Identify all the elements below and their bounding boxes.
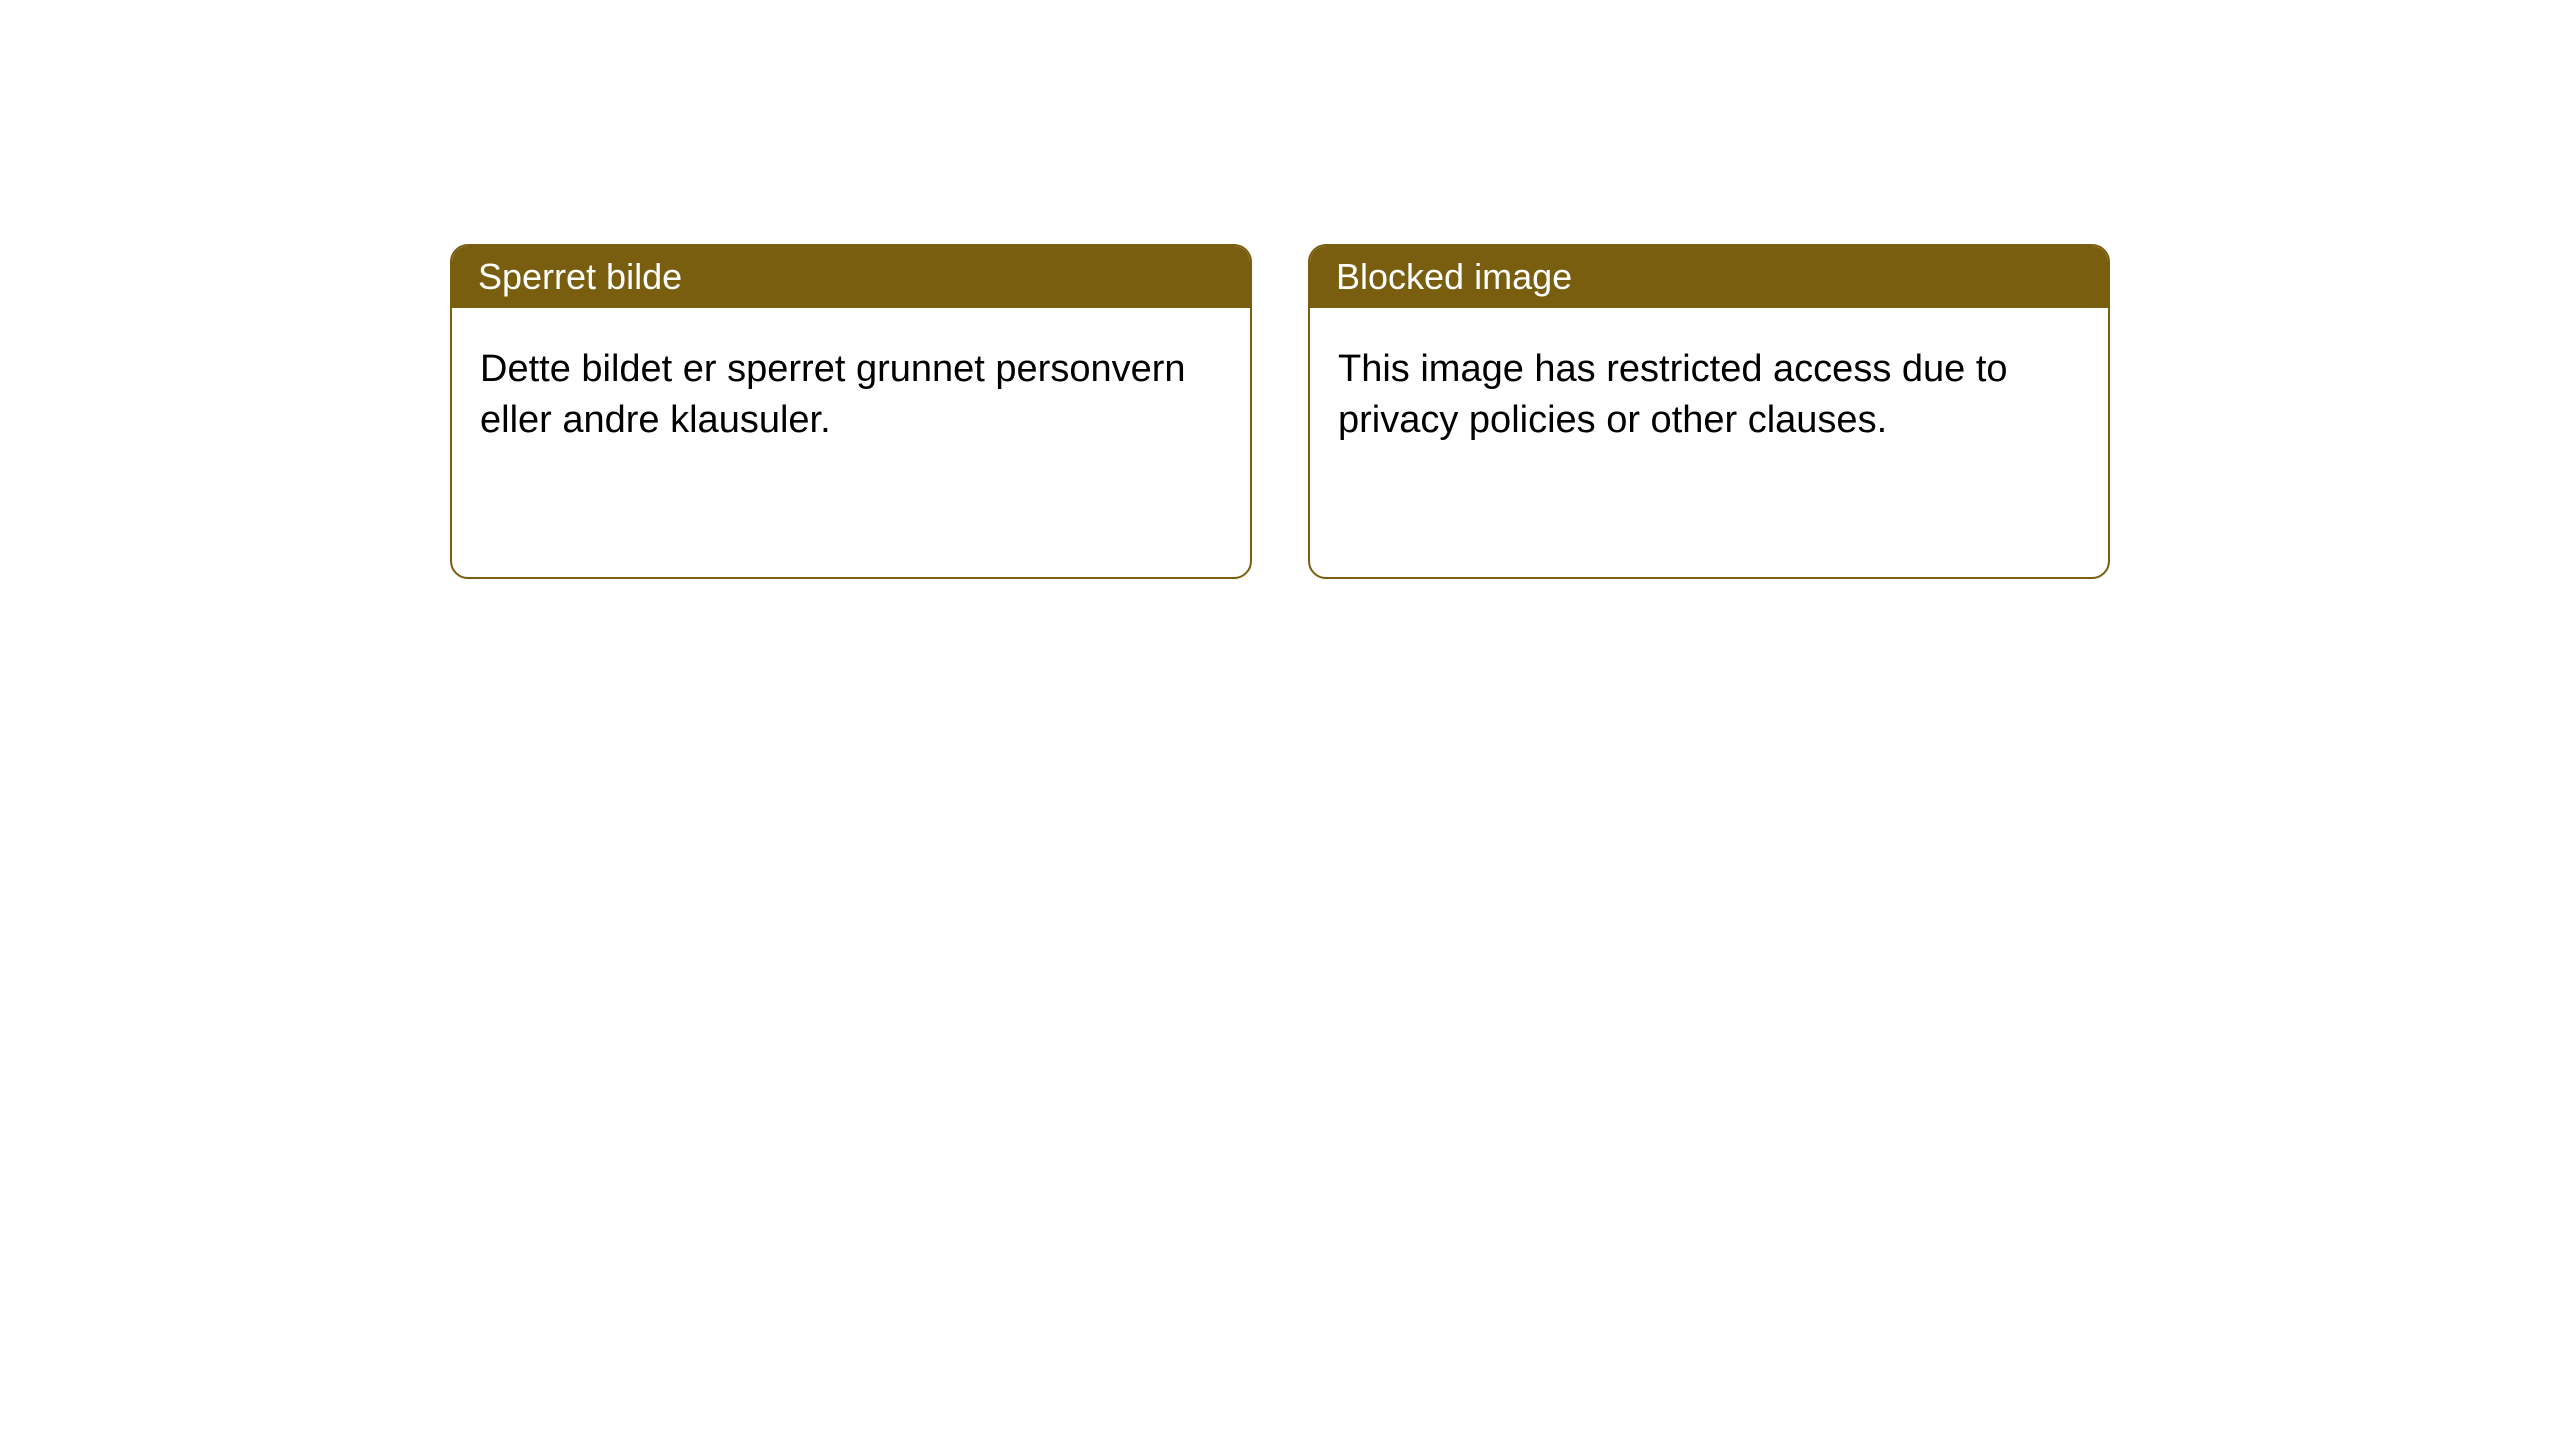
card-body: Dette bildet er sperret grunnet personve…	[452, 308, 1250, 483]
card-body-text: Dette bildet er sperret grunnet personve…	[480, 348, 1186, 441]
notice-cards-container: Sperret bilde Dette bildet er sperret gr…	[450, 244, 2560, 579]
blocked-image-card-en: Blocked image This image has restricted …	[1308, 244, 2110, 579]
blocked-image-card-no: Sperret bilde Dette bildet er sperret gr…	[450, 244, 1252, 579]
card-body: This image has restricted access due to …	[1310, 308, 2108, 483]
card-header: Blocked image	[1310, 246, 2108, 308]
card-header: Sperret bilde	[452, 246, 1250, 308]
card-body-text: This image has restricted access due to …	[1338, 348, 2008, 441]
card-title: Sperret bilde	[478, 256, 682, 298]
card-title: Blocked image	[1336, 256, 1572, 298]
